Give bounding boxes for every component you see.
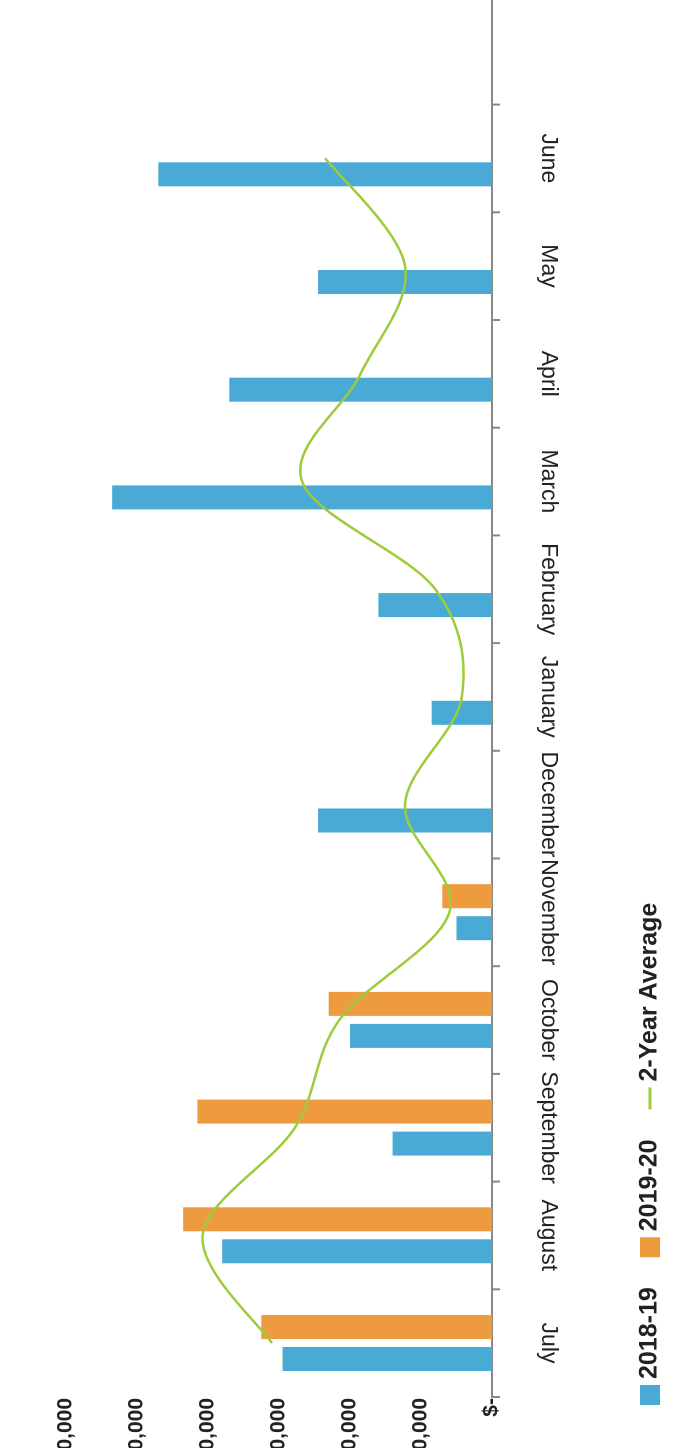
value-tick-label: $6,000,000	[54, 1398, 77, 1448]
category-label: November	[537, 859, 563, 965]
bar-2018-19	[431, 700, 492, 725]
value-tick-label: $3,000,000	[267, 1398, 290, 1448]
bar-2018-19	[222, 1239, 492, 1264]
legend-swatch	[640, 1385, 660, 1405]
category-label: June	[537, 133, 563, 183]
category-label: August	[537, 1199, 563, 1271]
bar-2018-19	[282, 1347, 492, 1371]
bar-2019-20	[183, 1207, 492, 1232]
legend-item: 2-Year Average	[635, 903, 663, 1110]
category-label: July	[537, 1323, 563, 1364]
category-label: December	[537, 751, 563, 857]
legend-item: 2019-20	[635, 1140, 663, 1258]
value-tick-label: $4,000,000	[196, 1398, 219, 1448]
bar-2018-19	[392, 1131, 492, 1156]
bar-2019-20	[197, 1099, 492, 1124]
value-tick-label: $1,000,000	[409, 1398, 432, 1448]
category-label: January	[537, 656, 563, 738]
category-axis-ticks	[492, 103, 500, 1398]
bar-2018-19	[158, 162, 493, 187]
legend: 2018-19 2019-20 2-Year Average	[635, 903, 663, 1405]
bar-2018-19	[350, 1023, 492, 1048]
category-label: April	[537, 351, 563, 397]
bars	[112, 162, 493, 1371]
bar-2018-19	[378, 593, 492, 618]
category-label: February	[537, 543, 563, 636]
bar-2018-19	[229, 377, 493, 402]
value-axis-ticks: $6,000,000 $5,000,000 $4,000,000 $3,000,000…	[54, 1398, 503, 1448]
value-tick-label: $-	[480, 1398, 503, 1417]
legend-label: 2019-20	[635, 1140, 663, 1232]
category-label: March	[537, 449, 563, 513]
legend-item: 2018-19	[635, 1287, 663, 1405]
category-labels: July August September October NovemberDecemb…	[537, 133, 563, 1364]
bar-2019-20	[261, 1315, 492, 1339]
value-tick-label: $2,000,000	[338, 1398, 361, 1448]
legend-swatch	[640, 1237, 660, 1258]
category-label: October	[537, 979, 563, 1061]
bar-2018-19	[456, 916, 492, 941]
category-label: May	[537, 244, 563, 288]
category-label: September	[537, 1071, 563, 1184]
value-tick-label: $5,000,000	[125, 1398, 148, 1448]
average-line	[201, 157, 465, 1344]
bar-2018-19	[112, 485, 493, 510]
legend-group: 2018-19 2019-20 2-Year Average	[635, 903, 663, 1405]
legend-label: 2018-19	[635, 1287, 663, 1379]
legend-label: 2-Year Average	[635, 903, 663, 1082]
bar-2019-20	[328, 991, 492, 1016]
